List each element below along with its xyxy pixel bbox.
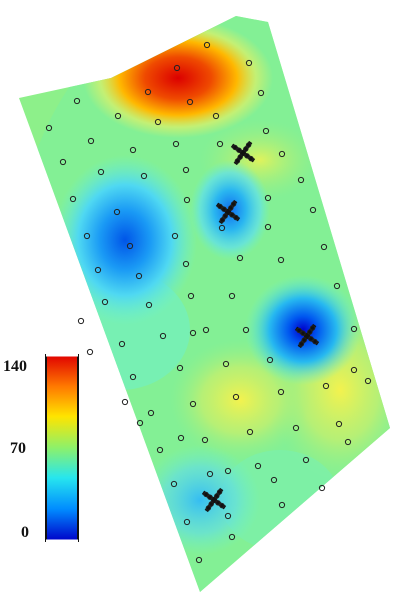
sample-point (83, 232, 91, 240)
sample-point (245, 59, 253, 67)
sample-point (318, 484, 326, 492)
sample-point (121, 398, 129, 406)
sample-point (292, 424, 300, 432)
sample-point (189, 329, 197, 337)
sample-point (264, 223, 272, 231)
sample-point (228, 292, 236, 300)
sample-point (278, 150, 286, 158)
sample-point (309, 206, 317, 214)
sample-point (350, 325, 358, 333)
sample-point (118, 340, 126, 348)
well-cluster-marker (201, 487, 227, 513)
sample-point (246, 428, 254, 436)
sample-point (170, 480, 178, 488)
sample-point (228, 533, 236, 541)
sample-point (224, 467, 232, 475)
sample-point (206, 470, 214, 478)
sample-point (172, 140, 180, 148)
sample-point (224, 512, 232, 520)
well-cluster-marker (294, 323, 320, 349)
sample-point (344, 438, 352, 446)
sample-point (262, 127, 270, 135)
sample-point (101, 298, 109, 306)
sample-point (77, 317, 85, 325)
sample-point (335, 420, 343, 428)
sample-point (156, 446, 164, 454)
sample-point (350, 366, 358, 374)
sample-point (254, 462, 262, 470)
sample-point (183, 196, 191, 204)
sample-point (45, 124, 53, 132)
legend-tick-mid: 70 (10, 440, 26, 457)
sample-point (94, 266, 102, 274)
sample-point (87, 137, 95, 145)
sample-point (201, 436, 209, 444)
sample-point (171, 232, 179, 240)
sample-point (113, 208, 121, 216)
sample-point (159, 332, 167, 340)
sample-point (129, 373, 137, 381)
sample-point (129, 146, 137, 154)
legend-tick-min: 0 (21, 524, 29, 541)
sample-point (176, 364, 184, 372)
sample-point (126, 242, 134, 250)
sample-point (264, 194, 272, 202)
sample-point (135, 272, 143, 280)
sample-point (218, 224, 226, 232)
sample-point (320, 243, 328, 251)
well-cluster-marker (230, 140, 256, 166)
sample-point (277, 388, 285, 396)
sample-point (302, 456, 310, 464)
legend-colorbar (45, 353, 79, 543)
sample-point (86, 348, 94, 356)
sample-point (189, 400, 197, 408)
sample-point (182, 260, 190, 268)
sample-point (140, 172, 148, 180)
sample-point (186, 98, 194, 106)
sample-point (114, 112, 122, 120)
well-cluster-marker (215, 199, 241, 225)
sample-point (136, 419, 144, 427)
sample-point (278, 501, 286, 509)
sample-point (73, 97, 81, 105)
sample-points (45, 41, 372, 564)
sample-point (333, 282, 341, 290)
sample-point (222, 360, 230, 368)
sample-point (183, 518, 191, 526)
sample-point (154, 118, 162, 126)
sample-point (202, 326, 210, 334)
sample-point (212, 112, 220, 120)
sample-point (173, 64, 181, 72)
sample-point (242, 326, 250, 334)
sample-point (297, 176, 305, 184)
sample-point (59, 158, 67, 166)
sample-point (187, 292, 195, 300)
sample-point (216, 140, 224, 148)
sample-point (322, 382, 330, 390)
sample-point (270, 476, 278, 484)
sample-point (145, 301, 153, 309)
sample-point (277, 256, 285, 264)
sample-point (147, 409, 155, 417)
sample-point (203, 41, 211, 49)
sample-point (69, 195, 77, 203)
well-markers (201, 140, 320, 513)
sample-point (195, 556, 203, 564)
sample-point (182, 166, 190, 174)
sample-point (232, 393, 240, 401)
legend-tick-max: 140 (3, 358, 27, 375)
sample-point (144, 88, 152, 96)
sample-point (177, 434, 185, 442)
sample-point (97, 168, 105, 176)
sample-point (364, 377, 372, 385)
sample-point (266, 356, 274, 364)
sample-point (236, 254, 244, 262)
sample-point (257, 89, 265, 97)
